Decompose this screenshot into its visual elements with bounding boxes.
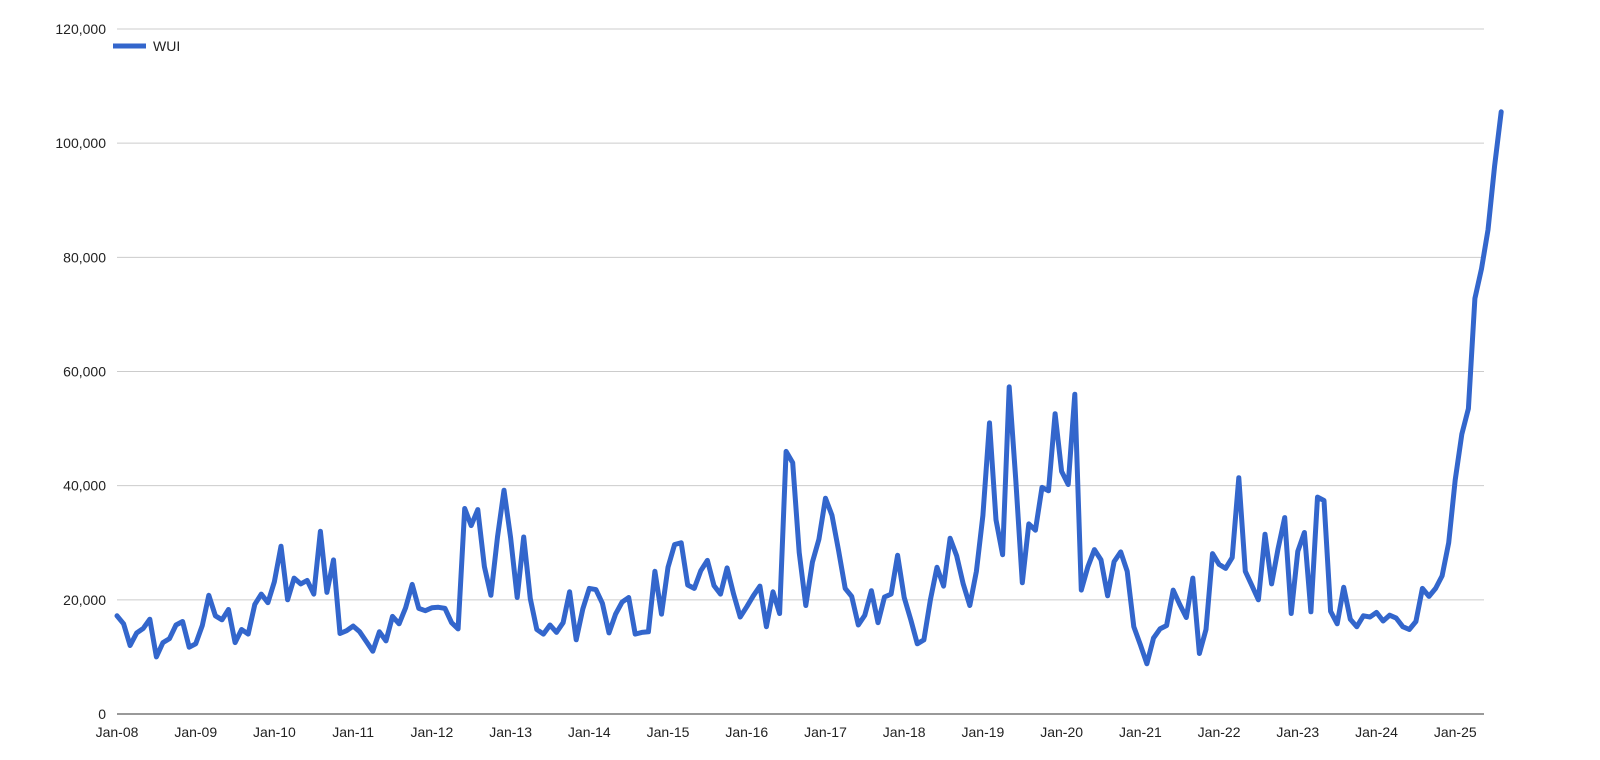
x-tick-label: Jan-24 xyxy=(1355,724,1398,740)
x-tick-label: Jan-25 xyxy=(1434,724,1477,740)
series-layer xyxy=(114,109,1504,667)
x-tick-label: Jan-14 xyxy=(568,724,611,740)
x-tick-label: Jan-09 xyxy=(174,724,217,740)
x-tick-label: Jan-17 xyxy=(804,724,847,740)
x-tick-label: Jan-21 xyxy=(1119,724,1162,740)
x-tick-label: Jan-16 xyxy=(725,724,768,740)
legend: WUI xyxy=(113,38,180,54)
x-tick-label: Jan-20 xyxy=(1040,724,1083,740)
x-tick-label: Jan-10 xyxy=(253,724,296,740)
x-tick-label: Jan-08 xyxy=(96,724,139,740)
x-tick-label: Jan-23 xyxy=(1276,724,1319,740)
y-tick-label: 0 xyxy=(98,706,106,722)
legend-label-wui: WUI xyxy=(153,38,180,54)
x-axis: Jan-08 Jan-09 Jan-10 Jan-11 Jan-12 Jan-13 Jan-… xyxy=(96,724,1477,740)
y-tick-label: 100,000 xyxy=(55,135,106,151)
x-tick-label: Jan-11 xyxy=(332,724,374,740)
y-tick-label: 120,000 xyxy=(55,21,106,37)
x-tick-label: Jan-13 xyxy=(489,724,532,740)
x-tick-label: Jan-15 xyxy=(647,724,690,740)
series-line-wui xyxy=(114,109,1504,667)
x-tick-label: Jan-22 xyxy=(1198,724,1241,740)
gridlines xyxy=(117,28,1484,715)
y-axis: 0 20,000 40,000 60,000 80,000 100,000 120,000 xyxy=(55,21,106,722)
y-tick-label: 20,000 xyxy=(63,592,106,608)
y-tick-label: 60,000 xyxy=(63,364,106,380)
x-tick-label: Jan-19 xyxy=(962,724,1005,740)
y-tick-label: 80,000 xyxy=(63,249,106,265)
x-tick-label: Jan-18 xyxy=(883,724,926,740)
y-tick-label: 40,000 xyxy=(63,478,106,494)
x-tick-label: Jan-12 xyxy=(410,724,453,740)
